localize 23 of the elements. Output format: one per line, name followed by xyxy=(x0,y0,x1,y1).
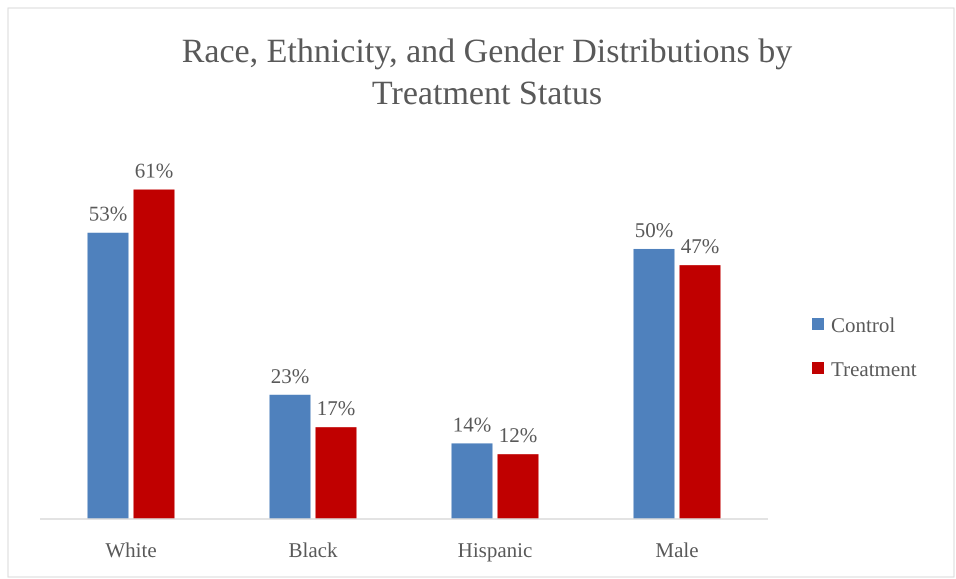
bar xyxy=(270,394,310,519)
bar xyxy=(452,443,492,519)
bar xyxy=(316,427,356,519)
data-label: 17% xyxy=(316,396,356,420)
data-label: 47% xyxy=(680,234,720,258)
data-label: 61% xyxy=(134,158,174,183)
legend-label: Treatment xyxy=(831,357,917,381)
bar xyxy=(88,232,128,519)
bar xyxy=(134,190,174,519)
data-label: 14% xyxy=(452,412,492,436)
bar xyxy=(680,265,720,519)
data-label: 50% xyxy=(634,218,674,242)
x-tick-label: Black xyxy=(288,538,338,562)
data-label: 12% xyxy=(498,423,538,448)
x-tick-label: White xyxy=(105,538,157,562)
chart-title: Race, Ethnicity, and Gender Distributions by Treatment Status xyxy=(182,33,792,112)
legend-label: Control xyxy=(831,313,896,337)
bar xyxy=(634,248,674,519)
data-label: 23% xyxy=(270,364,310,388)
x-tick-label: Hispanic xyxy=(458,538,532,562)
data-label: 53% xyxy=(88,202,128,226)
bar xyxy=(498,454,538,519)
x-tick-label: Male xyxy=(655,538,699,562)
